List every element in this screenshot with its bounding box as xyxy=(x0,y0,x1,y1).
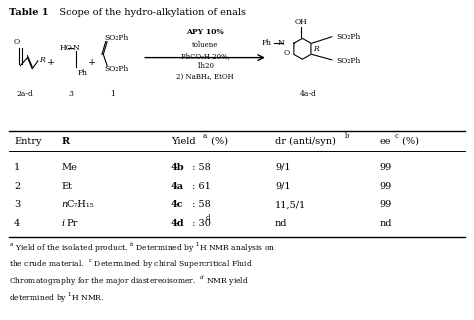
Text: 99: 99 xyxy=(379,163,392,172)
Text: : 61: : 61 xyxy=(189,182,210,191)
Text: 4: 4 xyxy=(14,219,20,228)
Text: 1: 1 xyxy=(110,90,115,98)
Text: C₇H₁₅: C₇H₁₅ xyxy=(66,200,94,209)
Text: n: n xyxy=(62,200,68,209)
Text: b: b xyxy=(345,132,349,140)
Text: 4b: 4b xyxy=(171,163,184,172)
Text: toluene: toluene xyxy=(192,41,219,49)
Text: Scope of the hydro-alkylation of enals: Scope of the hydro-alkylation of enals xyxy=(50,8,246,17)
Text: 2) NaBH₄, EtOH: 2) NaBH₄, EtOH xyxy=(176,73,234,81)
Text: +: + xyxy=(47,58,55,67)
Text: 2a-d: 2a-d xyxy=(17,90,34,98)
Text: $^a$ Yield of the isolated product. $^b$ Determined by $^1$H NMR analysis on: $^a$ Yield of the isolated product. $^b$… xyxy=(9,241,276,255)
Text: Chromatography for the major diastereoisomer.  $^d$ NMR yield: Chromatography for the major diastereois… xyxy=(9,274,249,288)
Text: N: N xyxy=(73,44,79,52)
Text: R: R xyxy=(313,45,319,53)
Text: SO₂Ph: SO₂Ph xyxy=(337,33,361,41)
Text: 9/1: 9/1 xyxy=(275,182,291,191)
Text: 99: 99 xyxy=(379,200,392,209)
Text: 4a-d: 4a-d xyxy=(300,90,317,98)
Text: 11,5/1: 11,5/1 xyxy=(275,200,306,209)
Text: c: c xyxy=(394,132,398,140)
Text: PhCO₂H 20%,: PhCO₂H 20%, xyxy=(181,52,230,60)
Text: 3: 3 xyxy=(14,200,20,209)
Text: a: a xyxy=(202,132,207,140)
Text: 2: 2 xyxy=(14,182,20,191)
Text: Entry: Entry xyxy=(14,137,42,146)
Text: Yield: Yield xyxy=(171,137,195,146)
Text: i: i xyxy=(62,219,65,228)
Text: 4c: 4c xyxy=(171,200,183,209)
Text: R: R xyxy=(62,137,70,146)
Text: Et: Et xyxy=(62,182,73,191)
Text: Table 1: Table 1 xyxy=(9,8,49,17)
Text: the crude material.  $^c$ Determined by chiral Supercritical Fluid: the crude material. $^c$ Determined by c… xyxy=(9,257,254,270)
Text: 4a: 4a xyxy=(171,182,184,191)
Text: 9/1: 9/1 xyxy=(275,163,291,172)
Text: 99: 99 xyxy=(379,182,392,191)
Text: O: O xyxy=(14,38,19,46)
Text: OH: OH xyxy=(295,18,307,26)
Text: SO₂Ph: SO₂Ph xyxy=(337,57,361,65)
Text: Ph: Ph xyxy=(262,39,272,47)
Text: : 30: : 30 xyxy=(189,219,210,228)
Text: HO: HO xyxy=(59,44,72,52)
Text: 1h20: 1h20 xyxy=(196,62,214,70)
Text: +: + xyxy=(88,58,97,67)
Text: dr (anti/syn): dr (anti/syn) xyxy=(275,137,336,146)
Text: Me: Me xyxy=(62,163,77,172)
Text: determined by $^1$H NMR.: determined by $^1$H NMR. xyxy=(9,291,105,305)
Text: (%): (%) xyxy=(399,137,419,146)
Text: APY 10%: APY 10% xyxy=(186,28,224,36)
Text: d: d xyxy=(205,214,210,222)
Text: 4d: 4d xyxy=(171,219,184,228)
Text: O: O xyxy=(284,49,290,57)
Text: : 58: : 58 xyxy=(189,200,210,209)
Text: Ph: Ph xyxy=(77,69,87,77)
Text: : 58: : 58 xyxy=(189,163,210,172)
Text: SO₂Ph: SO₂Ph xyxy=(104,34,128,42)
Text: nd: nd xyxy=(379,219,392,228)
Text: R: R xyxy=(39,56,45,64)
Text: nd: nd xyxy=(275,219,287,228)
Text: SO₂Ph: SO₂Ph xyxy=(104,65,128,73)
Text: Pr: Pr xyxy=(66,219,78,228)
Text: ee: ee xyxy=(379,137,391,146)
Text: 1: 1 xyxy=(14,163,20,172)
Text: 3: 3 xyxy=(69,90,73,98)
Text: (%): (%) xyxy=(208,137,228,146)
Text: N: N xyxy=(278,39,284,47)
